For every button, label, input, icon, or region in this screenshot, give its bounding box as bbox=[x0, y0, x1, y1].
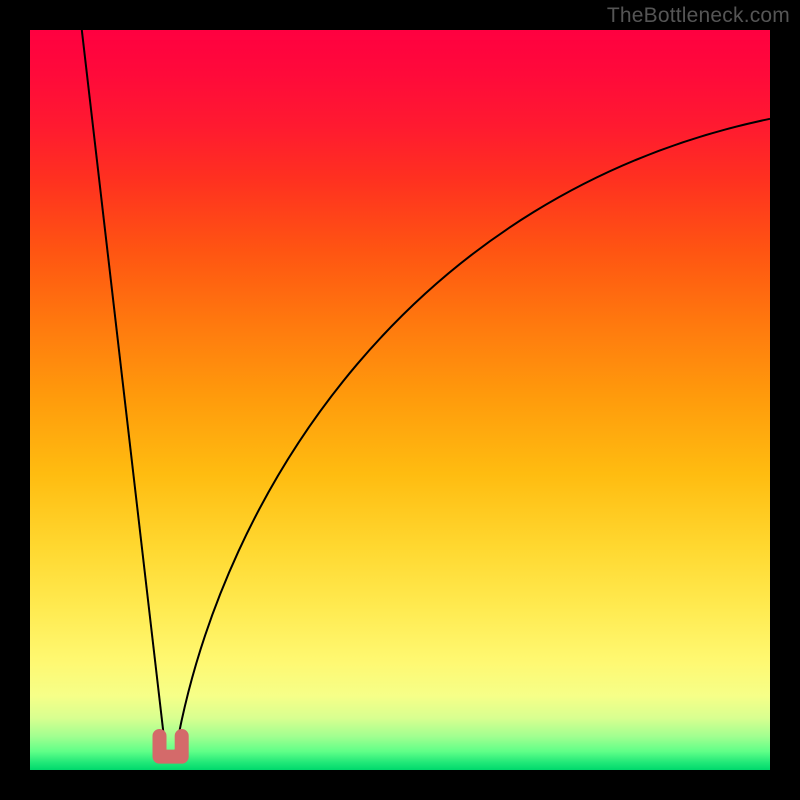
chart-stage: TheBottleneck.com bbox=[0, 0, 800, 800]
gradient-plot-area bbox=[30, 30, 770, 770]
bottleneck-chart bbox=[0, 0, 800, 800]
watermark-label: TheBottleneck.com bbox=[607, 4, 790, 28]
